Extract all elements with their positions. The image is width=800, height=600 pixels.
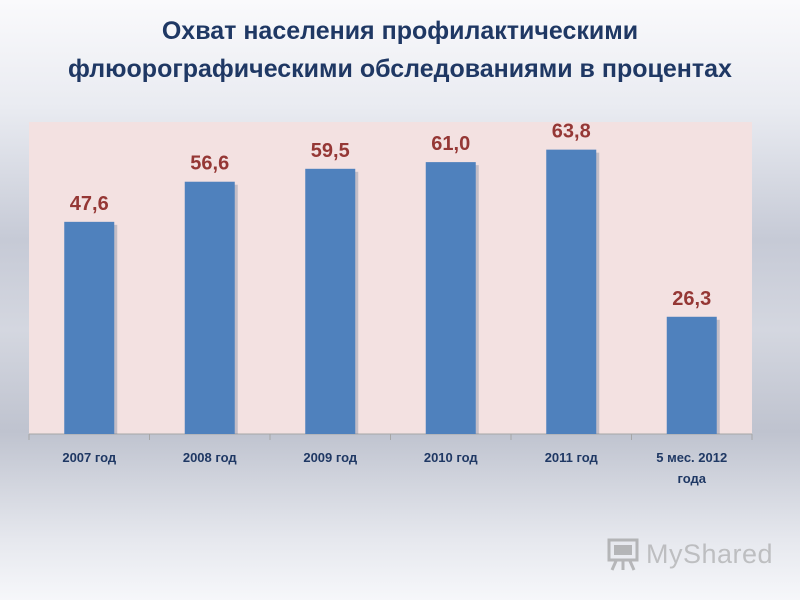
x-tick-label-1: 2007 год [62,450,117,465]
chart-title-line-2: флюорографическими обследованиями в проц… [68,55,732,83]
bar-5 [546,149,597,435]
presentation-board-icon [607,538,639,571]
bar-2 [184,181,235,434]
x-tick-label-6: 5 мес. 2012 года [656,450,727,486]
x-tick-label-4: 2010 год [424,450,479,465]
bar-3 [305,168,356,435]
x-tick-label-5: 2011 год [545,450,599,465]
watermark: MyShared [606,537,773,571]
bar-6 [666,316,717,434]
data-label-2: 56,6 [190,153,229,175]
data-label-6: 26,3 [672,288,711,310]
bar-1 [64,221,115,434]
data-label-5: 63,8 [552,121,591,143]
plot-area [29,122,752,434]
chart-title-line-1: Охват населения профилактическими [161,17,639,45]
data-label-4: 61,0 [431,133,470,155]
chart-title: Охват населения профилактическими флюоро… [0,12,800,88]
data-label-1: 47,6 [70,193,109,215]
x-tick-label-2: 2008 год [183,450,238,465]
watermark-text: MyShared [646,538,774,569]
bar-4 [425,162,476,434]
x-tick-label-3: 2009 год [303,450,358,465]
data-label-3: 59,5 [311,140,350,162]
